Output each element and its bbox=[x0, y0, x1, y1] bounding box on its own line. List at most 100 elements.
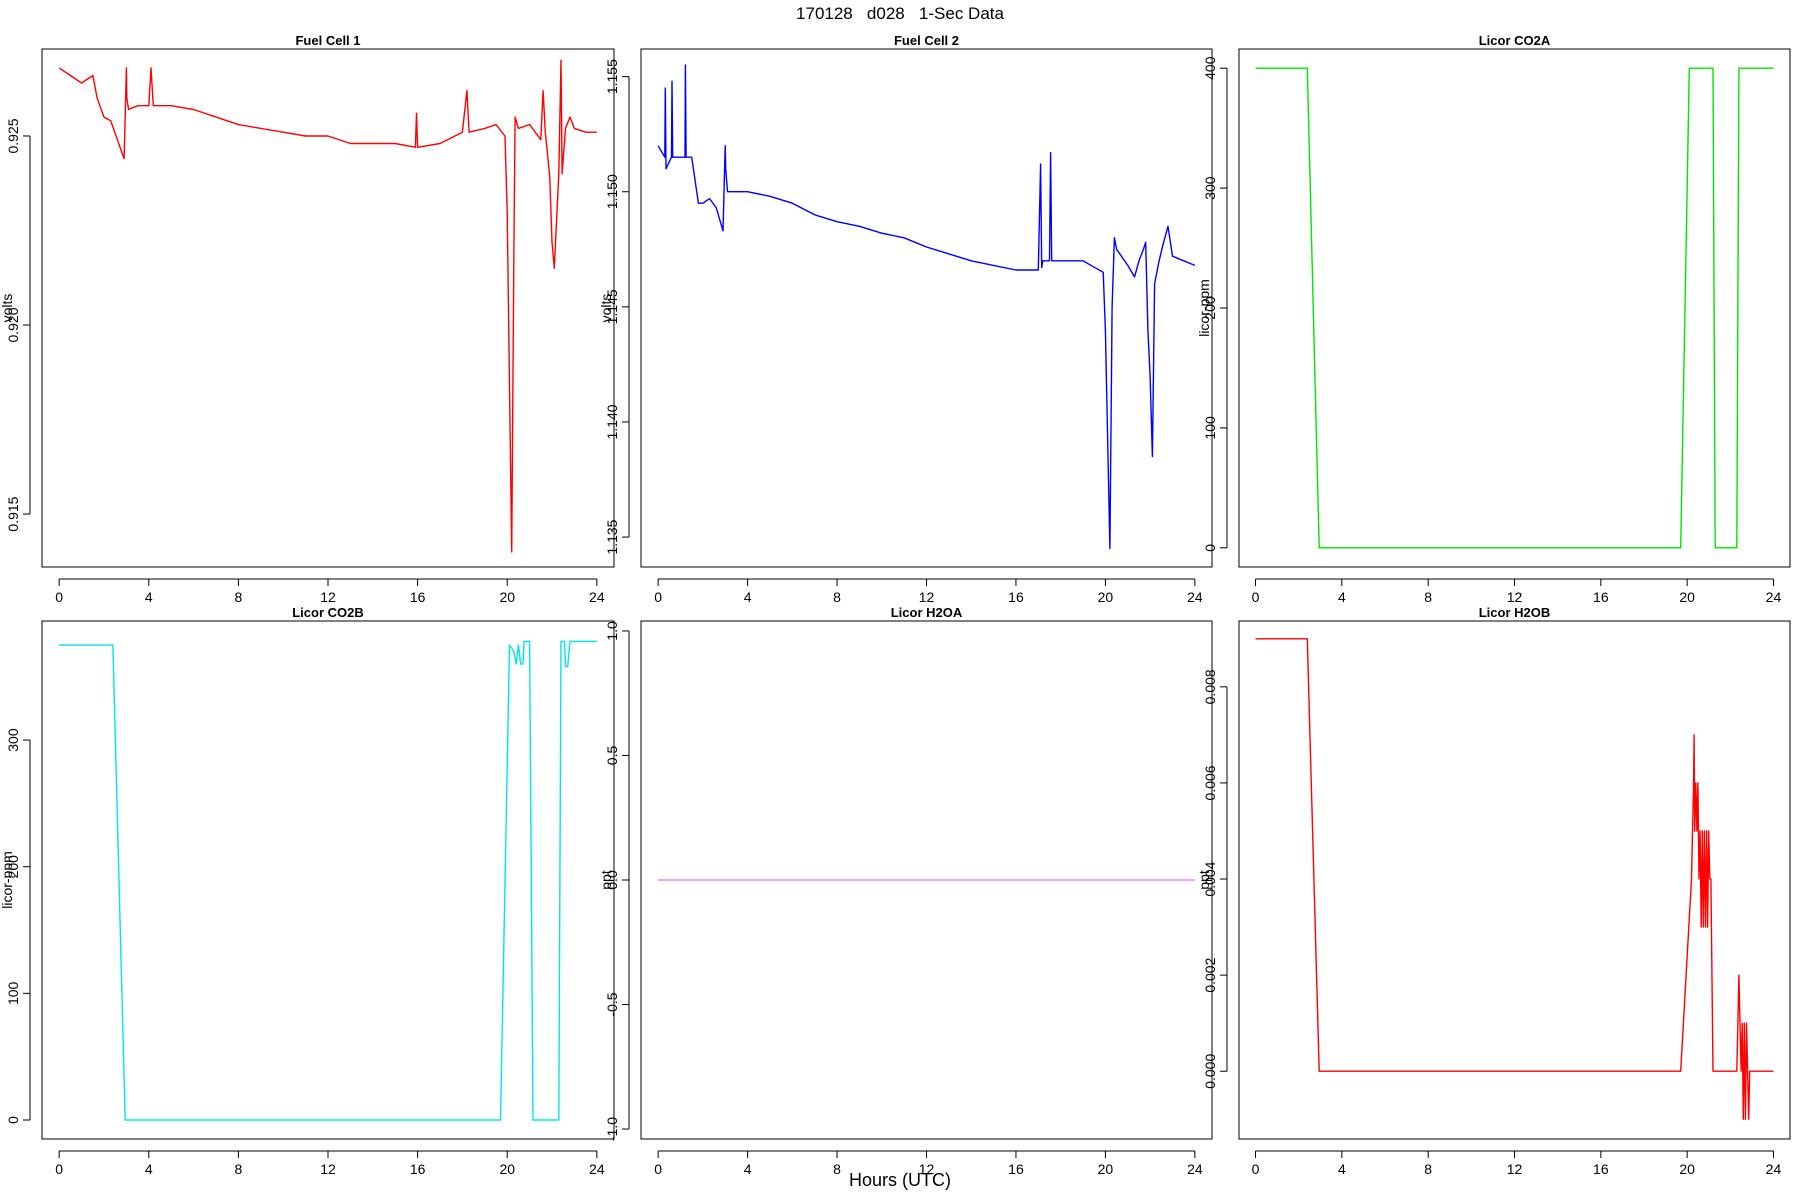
panel-licor-co2a: Licor CO2A 0 4 8 12 16 20 24 0 100 200 300 400 licor-… bbox=[1196, 33, 1791, 605]
y-tick-label: 1.140 bbox=[604, 404, 620, 439]
y-tick-label: 0.925 bbox=[5, 118, 21, 153]
y-axis-label: ppt bbox=[598, 870, 614, 890]
x-tick-label: 4 bbox=[744, 589, 752, 605]
y-tick-label: 0.004 bbox=[1202, 861, 1218, 896]
plot-frame bbox=[640, 48, 1213, 568]
y-tick-label: 300 bbox=[5, 728, 21, 752]
x-tick-label: 20 bbox=[1098, 1161, 1114, 1177]
y-tick-label: 300 bbox=[1202, 176, 1218, 200]
x-tick-label: 24 bbox=[589, 589, 605, 605]
x-tick-label: 16 bbox=[410, 1161, 426, 1177]
x-tick-label: 0 bbox=[1252, 589, 1260, 605]
y-tick-label: 100 bbox=[5, 981, 21, 1005]
plot-frame bbox=[41, 620, 615, 1140]
panel-fuel-cell-2: Fuel Cell 2 0 4 8 12 16 20 24 1.135 1.140 1.145 1.1… bbox=[598, 33, 1213, 605]
y-tick-label: 0.002 bbox=[1202, 957, 1218, 992]
plot-frame bbox=[1238, 620, 1791, 1140]
x-tick-label: 8 bbox=[1424, 589, 1432, 605]
x-tick-label: 4 bbox=[145, 589, 153, 605]
y-axis-label: licor-ppm bbox=[1196, 279, 1212, 337]
y-tick-label: 0.008 bbox=[1202, 669, 1218, 704]
x-tick-label: 16 bbox=[1008, 1161, 1024, 1177]
x-tick-label: 8 bbox=[234, 1161, 242, 1177]
x-tick-label: 8 bbox=[833, 589, 841, 605]
x-tick-label: 8 bbox=[833, 1161, 841, 1177]
y-tick-label: 400 bbox=[1202, 56, 1218, 80]
x-tick-label: 4 bbox=[145, 1161, 153, 1177]
x-tick-label: 20 bbox=[499, 589, 515, 605]
y-tick-label: 0.000 bbox=[1202, 1054, 1218, 1089]
y-tick-label: 1.135 bbox=[604, 519, 620, 554]
x-tick-label: 12 bbox=[320, 589, 336, 605]
series-line-licor-h2ob bbox=[1255, 638, 1774, 1121]
plot-frame bbox=[640, 620, 1213, 1140]
x-tick-label: 12 bbox=[1507, 1161, 1523, 1177]
y-tick-label: 0.006 bbox=[1202, 765, 1218, 800]
x-tick-label: 16 bbox=[1593, 589, 1609, 605]
series-line-licor-co2a bbox=[1255, 67, 1774, 549]
x-tick-label: 0 bbox=[1252, 1161, 1260, 1177]
panel-title: Licor CO2A bbox=[1479, 33, 1551, 48]
y-tick-label: 200 bbox=[1202, 296, 1218, 320]
series-line-fuel-cell-2 bbox=[657, 64, 1196, 550]
panel-licor-co2b: Licor CO2B 0 4 8 12 16 20 24 0 100 200 300 licor-ppm bbox=[0, 605, 615, 1177]
x-tick-label: 0 bbox=[654, 1161, 662, 1177]
y-tick-label: -1.0 bbox=[604, 1117, 620, 1141]
x-tick-label: 8 bbox=[234, 589, 242, 605]
y-axis-label: licor-ppm bbox=[0, 851, 15, 909]
panel-title: Licor H2OA bbox=[891, 605, 963, 620]
x-tick-label: 20 bbox=[1679, 589, 1695, 605]
x-tick-label: 16 bbox=[1008, 589, 1024, 605]
y-tick-label: 1.155 bbox=[604, 59, 620, 94]
y-tick-label: 0.0 bbox=[604, 870, 620, 890]
y-tick-label: 0.5 bbox=[604, 746, 620, 766]
y-axis-label: volts bbox=[598, 294, 614, 323]
panel-title: Fuel Cell 2 bbox=[894, 33, 959, 48]
x-tick-label: 12 bbox=[919, 1161, 935, 1177]
x-tick-label: 12 bbox=[919, 589, 935, 605]
y-tick-label: 1.150 bbox=[604, 174, 620, 209]
x-tick-label: 0 bbox=[654, 589, 662, 605]
x-tick-label: 0 bbox=[55, 589, 63, 605]
x-tick-label: 24 bbox=[1187, 1161, 1203, 1177]
y-axis-label: ppt bbox=[1196, 870, 1212, 890]
y-tick-label: 1.0 bbox=[604, 621, 620, 641]
y-tick-label: -0.5 bbox=[604, 992, 620, 1016]
y-tick-label: 0.915 bbox=[5, 496, 21, 531]
x-tick-label: 4 bbox=[1338, 1161, 1346, 1177]
x-tick-label: 12 bbox=[1507, 589, 1523, 605]
x-tick-label: 20 bbox=[1679, 1161, 1695, 1177]
plot-frame bbox=[41, 48, 615, 568]
y-tick-label: 100 bbox=[1202, 416, 1218, 440]
y-tick-label: 1.145 bbox=[604, 289, 620, 324]
x-tick-label: 24 bbox=[1766, 589, 1782, 605]
page-title: 170128 d028 1-Sec Data bbox=[796, 4, 1004, 23]
panel-licor-h2ob: Licor H2OB 0 4 8 12 16 20 24 0.000 0.002 0.004 0.00… bbox=[1196, 605, 1791, 1177]
series-line-fuel-cell-1 bbox=[58, 59, 597, 553]
panel-title: Fuel Cell 1 bbox=[295, 33, 360, 48]
y-tick-label: 200 bbox=[5, 855, 21, 879]
series-line-licor-co2b bbox=[59, 640, 597, 1121]
x-tick-label: 4 bbox=[1338, 589, 1346, 605]
x-tick-label: 0 bbox=[55, 1161, 63, 1177]
x-tick-label: 24 bbox=[1187, 589, 1203, 605]
y-axis-label: volts bbox=[0, 294, 15, 323]
panel-title: Licor CO2B bbox=[292, 605, 364, 620]
x-tick-label: 24 bbox=[1766, 1161, 1782, 1177]
x-tick-label: 16 bbox=[1593, 1161, 1609, 1177]
x-tick-label: 8 bbox=[1424, 1161, 1432, 1177]
plot-frame bbox=[1238, 48, 1791, 568]
panel-title: Licor H2OB bbox=[1479, 605, 1551, 620]
x-tick-label: 12 bbox=[320, 1161, 336, 1177]
x-axis-label: Hours (UTC) bbox=[849, 1170, 951, 1190]
x-tick-label: 20 bbox=[499, 1161, 515, 1177]
y-tick-label: 0 bbox=[1202, 544, 1218, 552]
x-tick-label: 16 bbox=[410, 589, 426, 605]
y-tick-label: 0.920 bbox=[5, 307, 21, 342]
x-tick-label: 20 bbox=[1098, 589, 1114, 605]
panel-fuel-cell-1: Fuel Cell 1 0 4 8 12 16 20 24 0.915 0.920 0.925 vol… bbox=[0, 33, 615, 605]
panel-licor-h2oa: Licor H2OA 0 4 8 12 16 20 24 -1.0 -0.5 0.0 0.5 1.0 pp… bbox=[598, 605, 1213, 1177]
y-tick-label: 0 bbox=[5, 1116, 21, 1124]
x-tick-label: 24 bbox=[589, 1161, 605, 1177]
